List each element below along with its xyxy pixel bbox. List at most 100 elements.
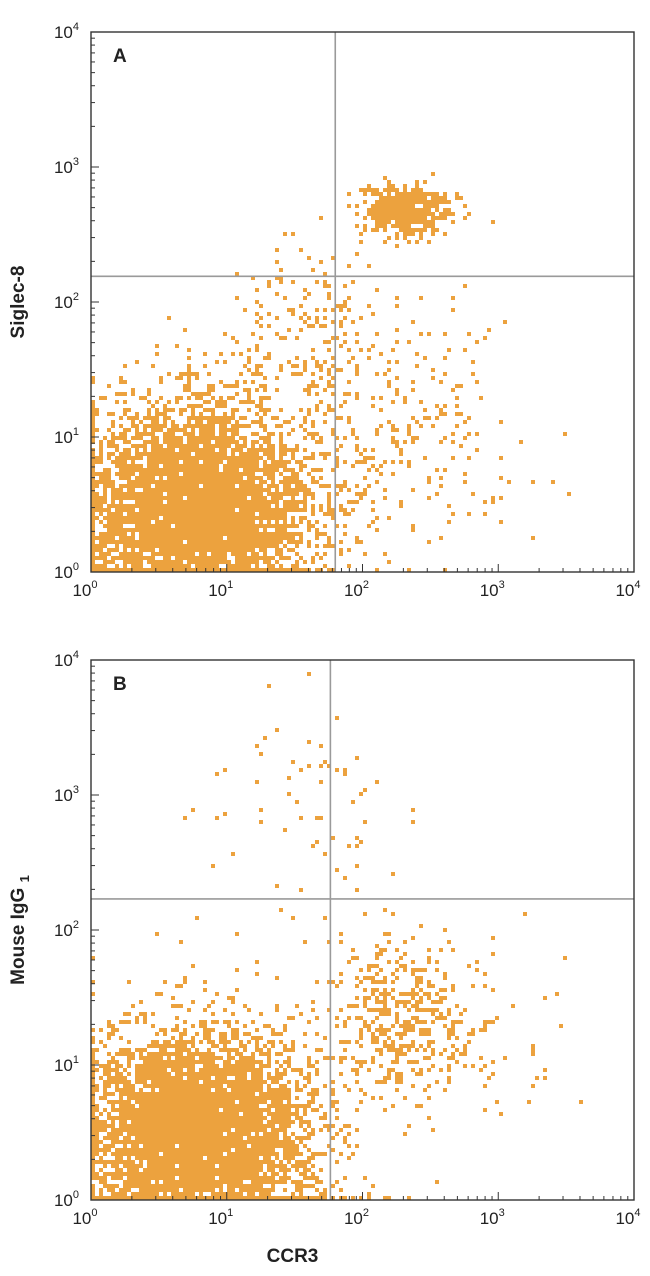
event-dot	[155, 1180, 159, 1184]
event-dot	[439, 1052, 443, 1056]
event-dot	[263, 524, 267, 528]
event-dot	[439, 440, 443, 444]
event-dot	[187, 1096, 191, 1100]
event-dot	[111, 1160, 115, 1164]
event-dot	[167, 472, 171, 476]
event-dot	[259, 500, 263, 504]
event-dot	[143, 1184, 147, 1188]
event-dot	[215, 484, 219, 488]
event-dot	[103, 1088, 107, 1092]
event-dot	[343, 508, 347, 512]
event-dot	[247, 1152, 251, 1156]
event-dot	[211, 1132, 215, 1136]
event-dot	[163, 404, 167, 408]
event-dot	[151, 548, 155, 552]
event-dot	[111, 440, 115, 444]
event-dot	[139, 1176, 143, 1180]
event-dot	[199, 448, 203, 452]
event-dot	[167, 532, 171, 536]
event-dot	[123, 564, 127, 568]
event-dot	[215, 1108, 219, 1112]
event-dot	[147, 472, 151, 476]
event-dot	[247, 448, 251, 452]
event-dot	[219, 352, 223, 356]
event-dot	[371, 1056, 375, 1060]
event-dot	[343, 1136, 347, 1140]
event-dot	[223, 1020, 227, 1024]
event-dot	[95, 1160, 99, 1164]
event-dot	[91, 1132, 95, 1136]
event-dot	[151, 404, 155, 408]
event-dot	[251, 1148, 255, 1152]
event-dot	[223, 1120, 227, 1124]
event-dot	[231, 524, 235, 528]
event-dot	[91, 556, 95, 560]
event-dot	[219, 1076, 223, 1080]
event-dot	[371, 508, 375, 512]
event-dot	[111, 500, 115, 504]
event-dot	[111, 560, 115, 564]
event-dot	[231, 1184, 235, 1188]
event-dot	[443, 468, 447, 472]
event-dot	[307, 408, 311, 412]
event-dot	[267, 476, 271, 480]
event-dot	[295, 492, 299, 496]
event-dot	[243, 364, 247, 368]
event-dot	[267, 1148, 271, 1152]
event-dot	[99, 476, 103, 480]
event-dot	[171, 544, 175, 548]
event-dot	[179, 412, 183, 416]
event-dot	[147, 1052, 151, 1056]
event-dot	[427, 1084, 431, 1088]
event-dot	[191, 424, 195, 428]
event-dot	[355, 340, 359, 344]
event-dot	[255, 1048, 259, 1052]
event-dot	[267, 324, 271, 328]
event-dot	[499, 496, 503, 500]
event-dot	[187, 512, 191, 516]
event-dot	[295, 508, 299, 512]
event-dot	[355, 888, 359, 892]
event-dot	[315, 404, 319, 408]
event-dot	[91, 532, 95, 536]
event-dot	[151, 1124, 155, 1128]
event-dot	[119, 476, 123, 480]
event-dot	[215, 1128, 219, 1132]
event-dot	[283, 476, 287, 480]
event-dot	[151, 1160, 155, 1164]
event-dot	[227, 1040, 231, 1044]
event-dot	[167, 1136, 171, 1140]
event-dot	[163, 540, 167, 544]
event-dot	[231, 440, 235, 444]
event-dot	[283, 1144, 287, 1148]
event-dot	[283, 1148, 287, 1152]
event-dot	[179, 1176, 183, 1180]
event-dot	[111, 1188, 115, 1192]
event-dot	[199, 1124, 203, 1128]
event-dot	[267, 504, 271, 508]
event-dot	[123, 1184, 127, 1188]
event-dot	[247, 1140, 251, 1144]
event-dot	[299, 1088, 303, 1092]
event-dot	[235, 460, 239, 464]
event-dot	[275, 1132, 279, 1136]
event-dot	[287, 536, 291, 540]
event-dot	[99, 1180, 103, 1184]
event-dot	[415, 980, 419, 984]
event-dot	[147, 1132, 151, 1136]
event-dot	[175, 568, 179, 572]
event-dot	[187, 1140, 191, 1144]
event-dot	[375, 212, 379, 216]
event-dot	[119, 1036, 123, 1040]
event-dot	[191, 520, 195, 524]
event-dot	[187, 436, 191, 440]
event-dot	[439, 408, 443, 412]
event-dot	[231, 1196, 235, 1200]
event-dot	[203, 1104, 207, 1108]
event-dot	[199, 1040, 203, 1044]
event-dot	[163, 1144, 167, 1148]
event-dot	[119, 528, 123, 532]
event-dot	[159, 452, 163, 456]
event-dot	[211, 468, 215, 472]
event-dot	[295, 364, 299, 368]
